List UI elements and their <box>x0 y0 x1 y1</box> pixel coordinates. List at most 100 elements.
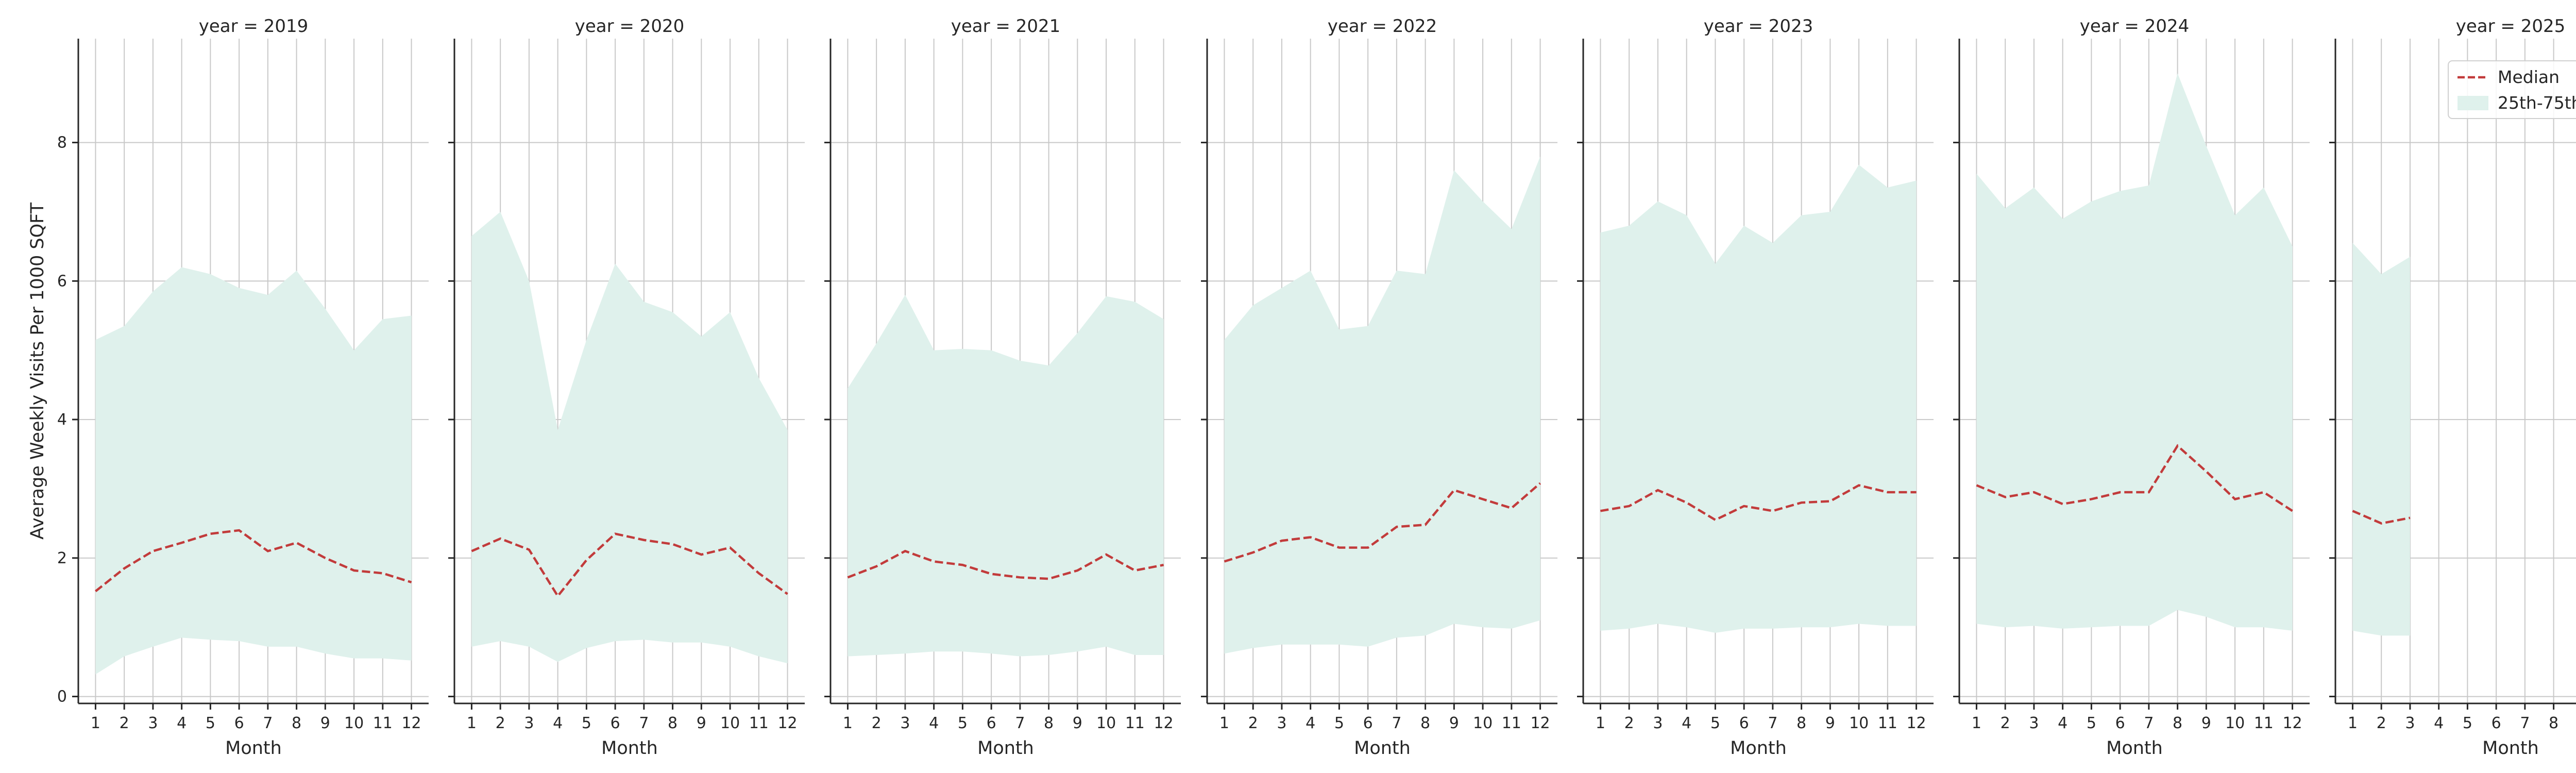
x-tick-label: 7 <box>1015 714 1025 732</box>
x-tick-label: 12 <box>777 714 797 732</box>
facet-title: year = 2019 <box>199 16 308 37</box>
median-line <box>1224 482 1541 563</box>
x-tick-label: 3 <box>2029 714 2039 732</box>
x-tick-label: 9 <box>697 714 706 732</box>
x-tick-label: 1 <box>1596 714 1605 732</box>
median-line <box>95 529 412 593</box>
x-tick-label: 9 <box>320 714 330 732</box>
x-tick-label: 2 <box>1248 714 1258 732</box>
x-axis-label: Month <box>1730 738 1787 759</box>
median-line <box>471 532 788 598</box>
x-tick-label: 7 <box>2144 714 2154 732</box>
y-tick-label: 8 <box>57 134 67 152</box>
percentile-band <box>95 267 412 675</box>
x-tick-label: 4 <box>2434 714 2444 732</box>
x-tick-label: 7 <box>639 714 649 732</box>
x-tick-label: 4 <box>553 714 563 732</box>
x-axis-label: Month <box>1354 738 1411 759</box>
x-tick-label: 5 <box>206 714 215 732</box>
facet-title: year = 2022 <box>1328 16 1437 37</box>
x-tick-label: 2 <box>2001 714 2010 732</box>
x-tick-label: 2 <box>496 714 505 732</box>
x-tick-label: 4 <box>1306 714 1315 732</box>
x-tick-label: 6 <box>987 714 996 732</box>
x-tick-label: 8 <box>1797 714 1806 732</box>
x-tick-label: 1 <box>2348 714 2358 732</box>
x-tick-label: 10 <box>1473 714 1493 732</box>
x-tick-label: 3 <box>148 714 158 732</box>
x-tick-label: 6 <box>1739 714 1749 732</box>
legend: Median 25th-75th Percentile <box>2448 60 2576 119</box>
x-tick-label: 8 <box>292 714 301 732</box>
percentile-band <box>1224 156 1540 654</box>
x-tick-label: 12 <box>1530 714 1550 732</box>
x-tick-label: 8 <box>2173 714 2182 732</box>
x-tick-label: 12 <box>1154 714 1173 732</box>
x-tick-label: 5 <box>958 714 968 732</box>
x-tick-label: 11 <box>2254 714 2274 732</box>
x-tick-label: 12 <box>2282 714 2302 732</box>
x-tick-label: 3 <box>1277 714 1286 732</box>
x-tick-label: 11 <box>1125 714 1145 732</box>
legend-band-swatch <box>2458 96 2488 110</box>
x-axis-label: Month <box>601 738 658 759</box>
median-line <box>2352 510 2411 525</box>
x-tick-label: 9 <box>2201 714 2211 732</box>
x-tick-label: 11 <box>373 714 393 732</box>
x-tick-label: 2 <box>872 714 882 732</box>
x-tick-label: 1 <box>91 714 100 732</box>
x-tick-label: 6 <box>234 714 244 732</box>
x-axis-label: Month <box>977 738 1034 759</box>
x-tick-label: 3 <box>2405 714 2415 732</box>
percentile-band <box>1976 73 2293 631</box>
legend-label: 25th-75th Percentile <box>2498 93 2576 113</box>
x-tick-label: 6 <box>2115 714 2125 732</box>
x-tick-label: 10 <box>344 714 364 732</box>
x-axis-label: Month <box>2482 738 2539 759</box>
x-axis-label: Month <box>2106 738 2163 759</box>
x-tick-label: 2 <box>1624 714 1634 732</box>
x-tick-label: 11 <box>1878 714 1897 732</box>
median-line <box>847 549 1164 580</box>
x-tick-label: 11 <box>749 714 769 732</box>
median-line <box>1600 484 1917 522</box>
x-tick-label: 10 <box>2225 714 2245 732</box>
y-axis-label: Average Weekly Visits Per 1000 SQFT <box>27 202 48 540</box>
x-tick-label: 8 <box>1044 714 1054 732</box>
x-tick-label: 9 <box>1825 714 1835 732</box>
x-tick-label: 1 <box>843 714 853 732</box>
x-tick-label: 8 <box>2549 714 2558 732</box>
x-tick-label: 3 <box>524 714 534 732</box>
y-tick-label: 0 <box>57 688 67 706</box>
x-tick-label: 7 <box>1392 714 1401 732</box>
x-tick-label: 4 <box>177 714 187 732</box>
percentile-band <box>1600 164 1917 633</box>
x-tick-label: 2 <box>120 714 129 732</box>
facet-title: year = 2021 <box>951 16 1060 37</box>
x-tick-label: 11 <box>1502 714 1521 732</box>
x-tick-label: 1 <box>1972 714 1981 732</box>
x-tick-label: 3 <box>900 714 910 732</box>
x-axis-label: Month <box>225 738 282 759</box>
x-tick-label: 7 <box>263 714 273 732</box>
x-tick-label: 7 <box>1768 714 1777 732</box>
x-tick-label: 9 <box>1073 714 1082 732</box>
facet-title: year = 2023 <box>1704 16 1813 37</box>
x-tick-label: 12 <box>401 714 421 732</box>
x-tick-label: 5 <box>2087 714 2096 732</box>
x-tick-label: 2 <box>2377 714 2386 732</box>
x-tick-label: 1 <box>467 714 477 732</box>
x-tick-label: 10 <box>1849 714 1869 732</box>
x-tick-label: 4 <box>929 714 939 732</box>
x-tick-label: 10 <box>1096 714 1116 732</box>
facet-title: year = 2025 <box>2456 16 2565 37</box>
